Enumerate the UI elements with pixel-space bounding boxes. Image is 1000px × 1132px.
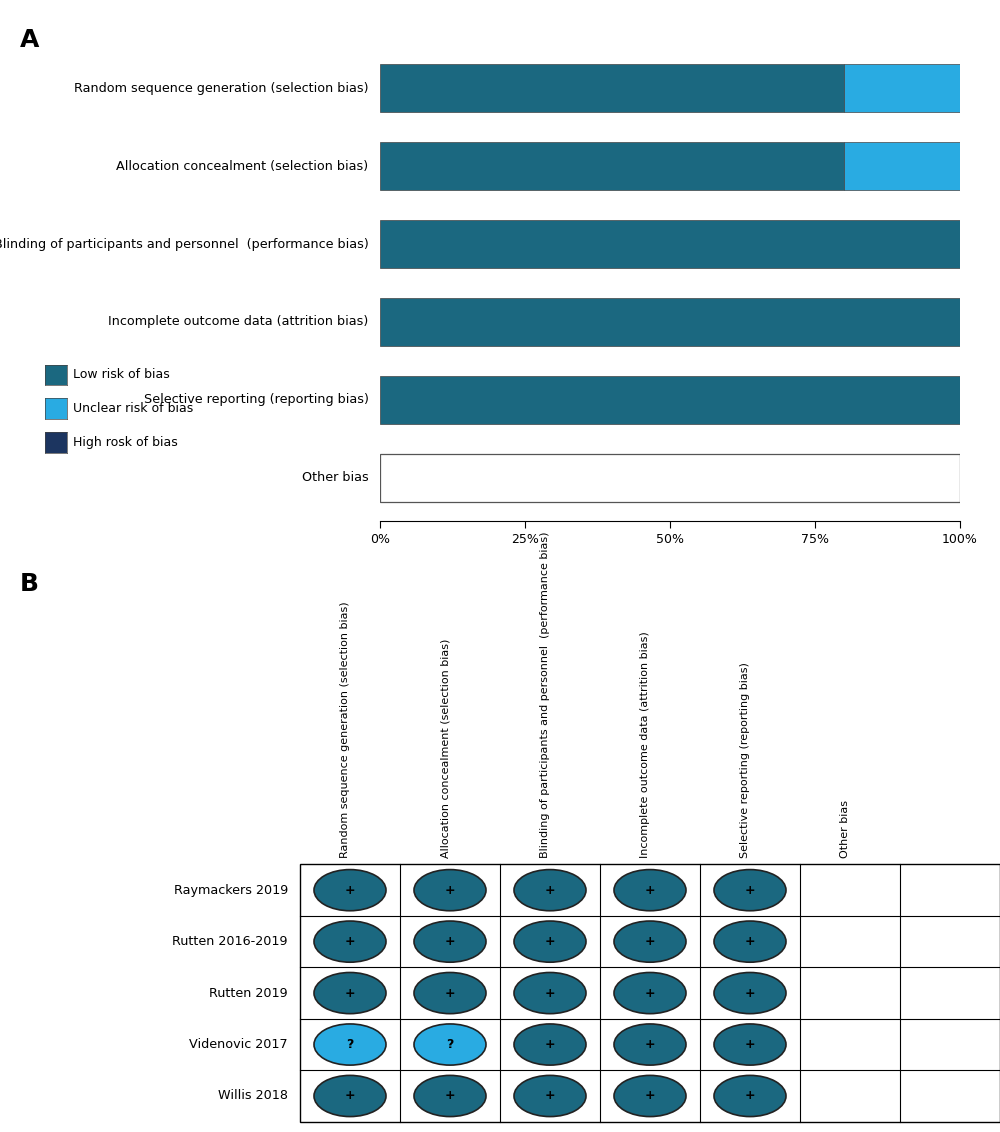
Ellipse shape (314, 1075, 386, 1116)
Text: +: + (345, 987, 355, 1000)
Text: Unclear risk of bias: Unclear risk of bias (73, 402, 193, 415)
Text: Rutten 2019: Rutten 2019 (209, 987, 288, 1000)
Ellipse shape (614, 1024, 686, 1065)
Text: ?: ? (346, 1038, 354, 1050)
Text: +: + (445, 1089, 455, 1103)
Text: +: + (545, 935, 555, 949)
Text: +: + (745, 884, 755, 897)
Text: +: + (545, 987, 555, 1000)
Text: +: + (745, 1089, 755, 1103)
Ellipse shape (414, 1024, 486, 1065)
Text: +: + (645, 987, 655, 1000)
Text: Incomplete outcome data (attrition bias): Incomplete outcome data (attrition bias) (108, 316, 368, 328)
Ellipse shape (614, 1075, 686, 1116)
Ellipse shape (314, 1024, 386, 1065)
Bar (380, 65, 844, 112)
Text: Willis 2018: Willis 2018 (218, 1089, 288, 1103)
Text: Low risk of bias: Low risk of bias (73, 368, 170, 381)
Ellipse shape (414, 1075, 486, 1116)
Ellipse shape (714, 1024, 786, 1065)
Ellipse shape (614, 921, 686, 962)
Text: +: + (645, 884, 655, 897)
Bar (844, 142, 960, 190)
Text: Allocation concealment (selection bias): Allocation concealment (selection bias) (440, 638, 450, 858)
Text: Random sequence generation (selection bias): Random sequence generation (selection bi… (340, 601, 350, 858)
Text: +: + (445, 987, 455, 1000)
Text: A: A (20, 28, 39, 52)
Text: +: + (345, 884, 355, 897)
Ellipse shape (714, 869, 786, 911)
Text: Other bias: Other bias (302, 471, 368, 484)
Ellipse shape (414, 869, 486, 911)
Bar (380, 298, 960, 346)
Text: Rutten 2016-2019: Rutten 2016-2019 (173, 935, 288, 949)
Text: Random sequence generation (selection bias): Random sequence generation (selection bi… (74, 82, 368, 95)
Text: +: + (645, 1038, 655, 1050)
Text: ?: ? (446, 1038, 454, 1050)
Bar (380, 142, 844, 190)
Text: B: B (20, 572, 39, 595)
Text: +: + (345, 935, 355, 949)
Bar (380, 220, 960, 268)
Text: +: + (745, 987, 755, 1000)
Bar (380, 454, 960, 501)
Bar (844, 65, 960, 112)
Text: Selective reporting (reporting bias): Selective reporting (reporting bias) (144, 394, 368, 406)
Ellipse shape (314, 869, 386, 911)
Text: +: + (645, 935, 655, 949)
Ellipse shape (614, 972, 686, 1013)
Ellipse shape (614, 869, 686, 911)
Text: +: + (745, 935, 755, 949)
Text: +: + (645, 1089, 655, 1103)
Text: Allocation concealment (selection bias): Allocation concealment (selection bias) (116, 160, 368, 172)
Ellipse shape (314, 972, 386, 1013)
Text: +: + (345, 1089, 355, 1103)
Ellipse shape (514, 1075, 586, 1116)
Text: +: + (745, 1038, 755, 1050)
Ellipse shape (314, 921, 386, 962)
Text: Videnovic 2017: Videnovic 2017 (189, 1038, 288, 1050)
Ellipse shape (514, 921, 586, 962)
Text: Selective reporting (reporting bias): Selective reporting (reporting bias) (740, 662, 750, 858)
Ellipse shape (414, 921, 486, 962)
Text: +: + (545, 1089, 555, 1103)
Text: Blinding of participants and personnel  (performance bias): Blinding of participants and personnel (… (540, 532, 550, 858)
Text: +: + (545, 1038, 555, 1050)
Text: Blinding of participants and personnel  (performance bias): Blinding of participants and personnel (… (0, 238, 368, 250)
Ellipse shape (414, 972, 486, 1013)
Ellipse shape (714, 921, 786, 962)
Text: +: + (445, 884, 455, 897)
Text: +: + (445, 935, 455, 949)
Bar (300, 865, 1000, 1122)
Ellipse shape (714, 972, 786, 1013)
Text: Incomplete outcome data (attrition bias): Incomplete outcome data (attrition bias) (640, 632, 650, 858)
Ellipse shape (514, 972, 586, 1013)
Text: Raymackers 2019: Raymackers 2019 (174, 884, 288, 897)
Ellipse shape (714, 1075, 786, 1116)
Text: Other bias: Other bias (840, 800, 850, 858)
Ellipse shape (514, 869, 586, 911)
Text: +: + (545, 884, 555, 897)
Bar (380, 376, 960, 424)
Ellipse shape (514, 1024, 586, 1065)
Text: High rosk of bias: High rosk of bias (73, 436, 178, 449)
